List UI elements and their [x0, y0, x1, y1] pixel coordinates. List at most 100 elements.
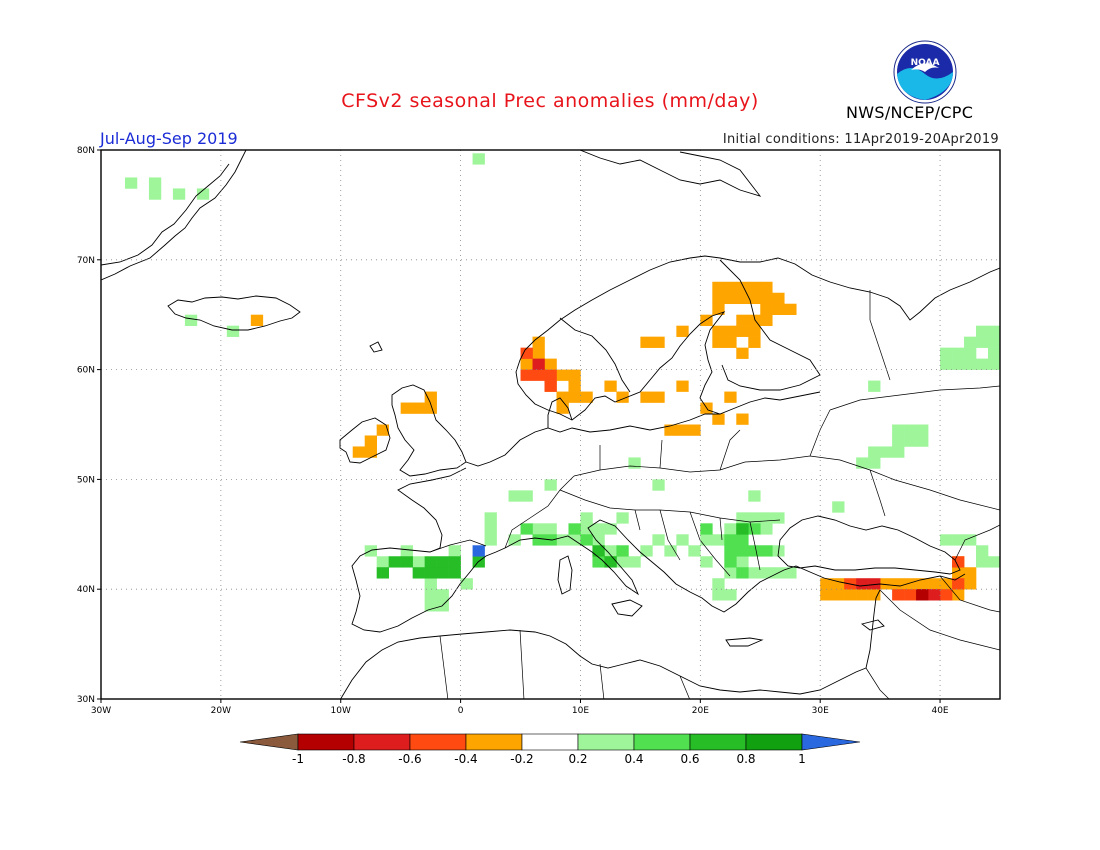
anomaly-cell-turkey-dry	[964, 567, 977, 579]
colorbar-box	[633, 733, 691, 751]
anomaly-cell-sweden-finland-dry	[724, 336, 737, 348]
axis-ticks: 30W 20W 10W 0 10E 20E 30E 40E 80N 70N 60N 50N 40N 30N	[77, 146, 949, 716]
anomaly-cell-alps-italy-wet	[604, 523, 617, 535]
anomaly-cell-alps-italy-wet	[832, 501, 845, 513]
anomaly-cell-turkey-dry	[952, 589, 965, 601]
graticule	[101, 150, 1000, 699]
anomaly-cell-iberia-moderate	[412, 567, 425, 579]
anomaly-cell-sweden-finland-dry	[676, 325, 689, 337]
anomaly-cell-east-wet	[868, 446, 881, 458]
anomaly-cell-sweden-finland-dry	[760, 303, 773, 315]
anomaly-cell-sweden-finland-dry	[736, 413, 749, 425]
lat-tick-label: 40N	[77, 585, 95, 595]
anomaly-cell-iberia-wet	[544, 479, 557, 491]
lat-tick-label: 80N	[77, 146, 95, 156]
anomaly-cell-east-wet	[892, 424, 905, 436]
anomaly-cell-sweden-finland-dry	[748, 314, 761, 326]
anomaly-cell-alps-italy-wet	[712, 578, 725, 590]
anomaly-cell-sweden-finland-dry	[604, 380, 617, 392]
anomaly-cell-iceland-wet	[184, 314, 198, 326]
anomaly-cell-turkey-strongdry	[940, 589, 953, 601]
colorbar-label: 0.4	[624, 752, 643, 766]
anomaly-cell-ireland-uk-dry	[400, 402, 413, 414]
anomaly-cell-greenland-wet	[124, 177, 138, 189]
anomaly-cell-east-wet	[892, 435, 905, 447]
anomaly-cell-sweden-finland-dry	[760, 292, 773, 305]
anomaly-cell-sweden-finland-dry	[748, 292, 761, 305]
anomaly-cell-iberia-wet	[508, 490, 521, 502]
anomaly-cell-iberia-wet	[424, 578, 437, 590]
colorbar-label: -0.8	[342, 752, 365, 766]
anomaly-cell-alps-italy-wet	[592, 523, 605, 535]
anomaly-cell-alps-italy-wet	[628, 457, 641, 469]
anomaly-cell-sweden-finland-dry	[652, 336, 665, 348]
anomaly-cell-sweden-finland-dry	[712, 413, 725, 425]
anomaly-cell-alps-italy-wet	[580, 523, 593, 535]
anomaly-cell-alps-italy-wet	[700, 534, 713, 546]
anomaly-cell-balkans-strong	[592, 545, 605, 557]
anomaly-cell-alps-italy-wet	[676, 534, 689, 546]
anomaly-cell-iberia-moderate	[448, 556, 461, 568]
anomaly-cell-alps-italy-wet	[616, 556, 629, 568]
anomaly-cell-sweden-finland-dry	[688, 424, 701, 436]
anomaly-cell-east-wet	[964, 336, 977, 348]
colorbar-box	[689, 733, 747, 751]
colorbar-box	[465, 733, 523, 751]
anomaly-cell-turkey-strongdry	[892, 589, 905, 601]
colorbar-box	[745, 733, 803, 751]
anomaly-cell-alps-italy-wet	[652, 479, 665, 491]
anomaly-cell-east-wet	[988, 325, 1000, 337]
anomaly-cell-alps-italy-wet	[712, 534, 725, 546]
anomaly-cell-sweden-finland-dry	[616, 391, 629, 403]
colorbar: -1 -0.8 -0.6 -0.4 -0.2 0.2 0.4 0.6 0.8 1	[239, 733, 861, 766]
anomaly-cell-turkey-reddry	[928, 589, 941, 601]
anomaly-cell-alps-italy-wet	[628, 556, 641, 568]
anomaly-cell-norway-strongdry	[520, 369, 533, 381]
anomaly-cell-sweden-finland-dry	[724, 281, 737, 294]
anomaly-cell-turkey-dry	[844, 589, 857, 601]
anomaly-cell-east-wet	[904, 424, 917, 436]
anomaly-cell-iberia-wet	[484, 523, 497, 535]
anomaly-cell-iberia-moderate	[436, 556, 449, 568]
anomaly-cell-east-wet	[964, 534, 977, 546]
agency-label: NWS/NCEP/CPC	[846, 103, 974, 122]
lon-tick-label: 10W	[331, 706, 351, 716]
anomaly-cell-norway-strongdry	[532, 369, 545, 381]
anomaly-cell-alps-italy-moderate	[736, 567, 749, 579]
anomaly-cell-alps-italy-wet	[784, 567, 797, 579]
anomaly-cell-norway-strongdry	[520, 347, 533, 359]
anomaly-cell-alps-italy-wet	[688, 545, 701, 557]
lon-tick-label: 40E	[931, 706, 948, 716]
anomaly-cell-norway-dry	[568, 369, 581, 381]
anomaly-cell-turkey-dry	[880, 578, 893, 590]
anomaly-cell-alps-italy-wet	[760, 523, 773, 535]
norway-coast	[519, 255, 1000, 361]
anomaly-cell-norway-dry	[568, 391, 581, 403]
jan-mayen	[369, 341, 383, 353]
coastlines-and-borders	[101, 150, 1000, 699]
colorbar-label: 0.8	[736, 752, 755, 766]
anomaly-cell-east-wet	[952, 534, 965, 546]
anomaly-cell-east-wet	[964, 347, 977, 359]
anomaly-cell-iberia-wet	[460, 578, 473, 590]
anomaly-cell-turkey-strongdry	[952, 578, 965, 590]
anomaly-cell-turkey-dry	[820, 589, 833, 601]
anomaly-cell-alps-italy-moderate	[724, 556, 737, 568]
anomaly-cell-sweden-finland-dry	[724, 325, 737, 337]
lon-tick-label: 20E	[692, 706, 709, 716]
colorbar-label: -0.4	[454, 752, 477, 766]
levant-coast	[865, 589, 881, 669]
anomaly-cell-iberia-wet	[376, 556, 389, 568]
lon-tick-label: 20W	[211, 706, 231, 716]
anomaly-cell-alps-italy-wet	[760, 512, 773, 524]
colorbar-box	[409, 733, 467, 751]
anomaly-cell-turkey-dry	[856, 589, 869, 601]
anomaly-cell-norway-dry	[520, 358, 533, 370]
anomaly-cell-turkey-darkred	[916, 589, 929, 601]
anomaly-cell-alps-italy-wet	[748, 512, 761, 524]
anomaly-cell-alps-italy-wet	[724, 523, 737, 535]
anomaly-cell-alps-italy-moderate	[592, 556, 605, 568]
greenland-coast	[101, 150, 247, 281]
anomaly-cell-greenland-wet	[196, 188, 210, 200]
anomaly-cell-alps-italy-moderate	[520, 523, 533, 535]
